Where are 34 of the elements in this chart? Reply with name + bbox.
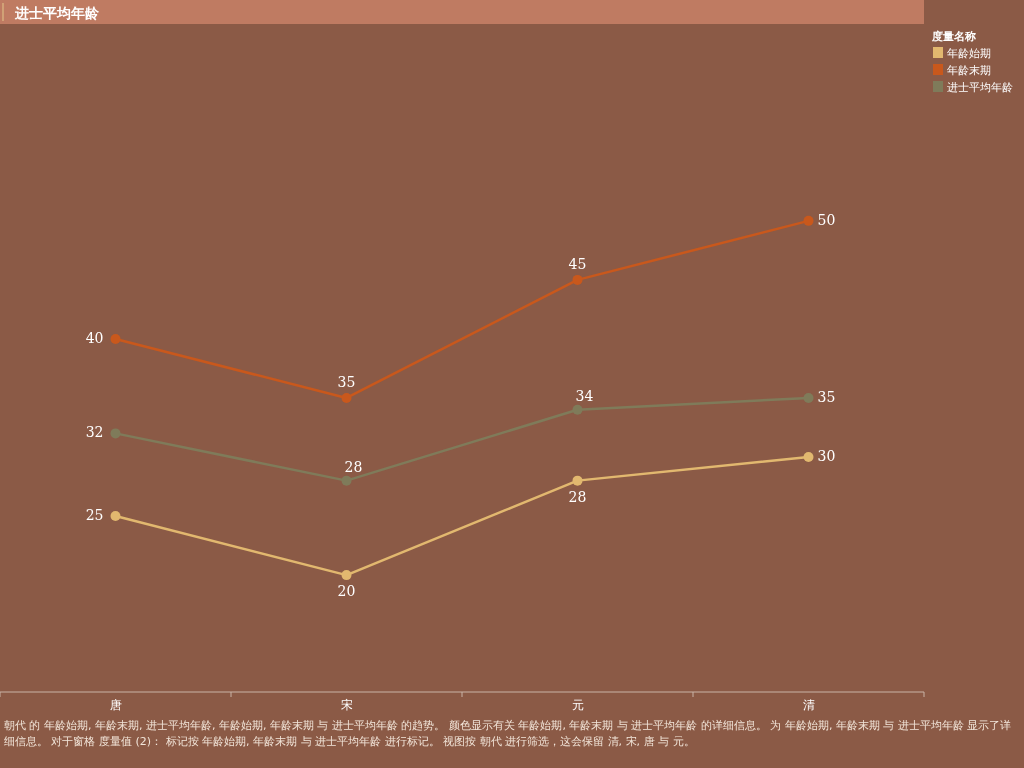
data-label: 34 [575,387,594,404]
point [803,215,814,226]
point [341,475,352,486]
x-tick-label: 清 [802,698,815,712]
point [110,511,121,522]
data-label: 30 [817,448,836,465]
chart-title: 进士平均年龄 [14,5,100,21]
point [341,392,352,403]
data-label: 20 [337,583,356,600]
data-label: 28 [568,488,587,505]
data-label: 28 [344,458,363,475]
data-label: 32 [85,424,104,441]
legend-title: 度量名称 [931,30,977,43]
point [572,274,583,285]
point [110,333,121,344]
point [803,452,814,463]
data-label: 35 [337,373,356,390]
data-label: 45 [568,255,587,272]
legend-label: 进士平均年龄 [947,81,1013,93]
legend-label: 年龄始期 [947,47,991,59]
x-tick-label: 宋 [340,698,353,712]
point [110,428,121,439]
x-tick-label: 唐 [109,698,122,712]
data-label: 40 [85,329,104,346]
point [341,570,352,581]
point [572,475,583,486]
text: 朝代 的 年龄始期, 年龄末期, 进士平均年龄, 年龄始期, 年龄末期 与 进士平均年龄 的趋势。 颜色显示有关 年龄始期, 年龄末期 与 进士平均年龄 的详细信息。 为 年龄始期, 年龄末期 与 进士平均年龄 显示了详细信息。 对于窗格 度量值 (2)： 标记按 年龄始期, 年龄末期 与 进士平均年龄 进行标记。 视图按 朝代 进行筛选，这会保留 清, 宋, 唐 与 元。 [4,718,1013,750]
data-label: 25 [85,507,104,524]
x-tick-label: 元 [571,698,584,712]
data-label: 35 [817,388,836,405]
point [803,392,814,403]
legend-label: 年龄末期 [947,64,991,76]
point [572,404,583,415]
data-label: 50 [817,211,836,228]
